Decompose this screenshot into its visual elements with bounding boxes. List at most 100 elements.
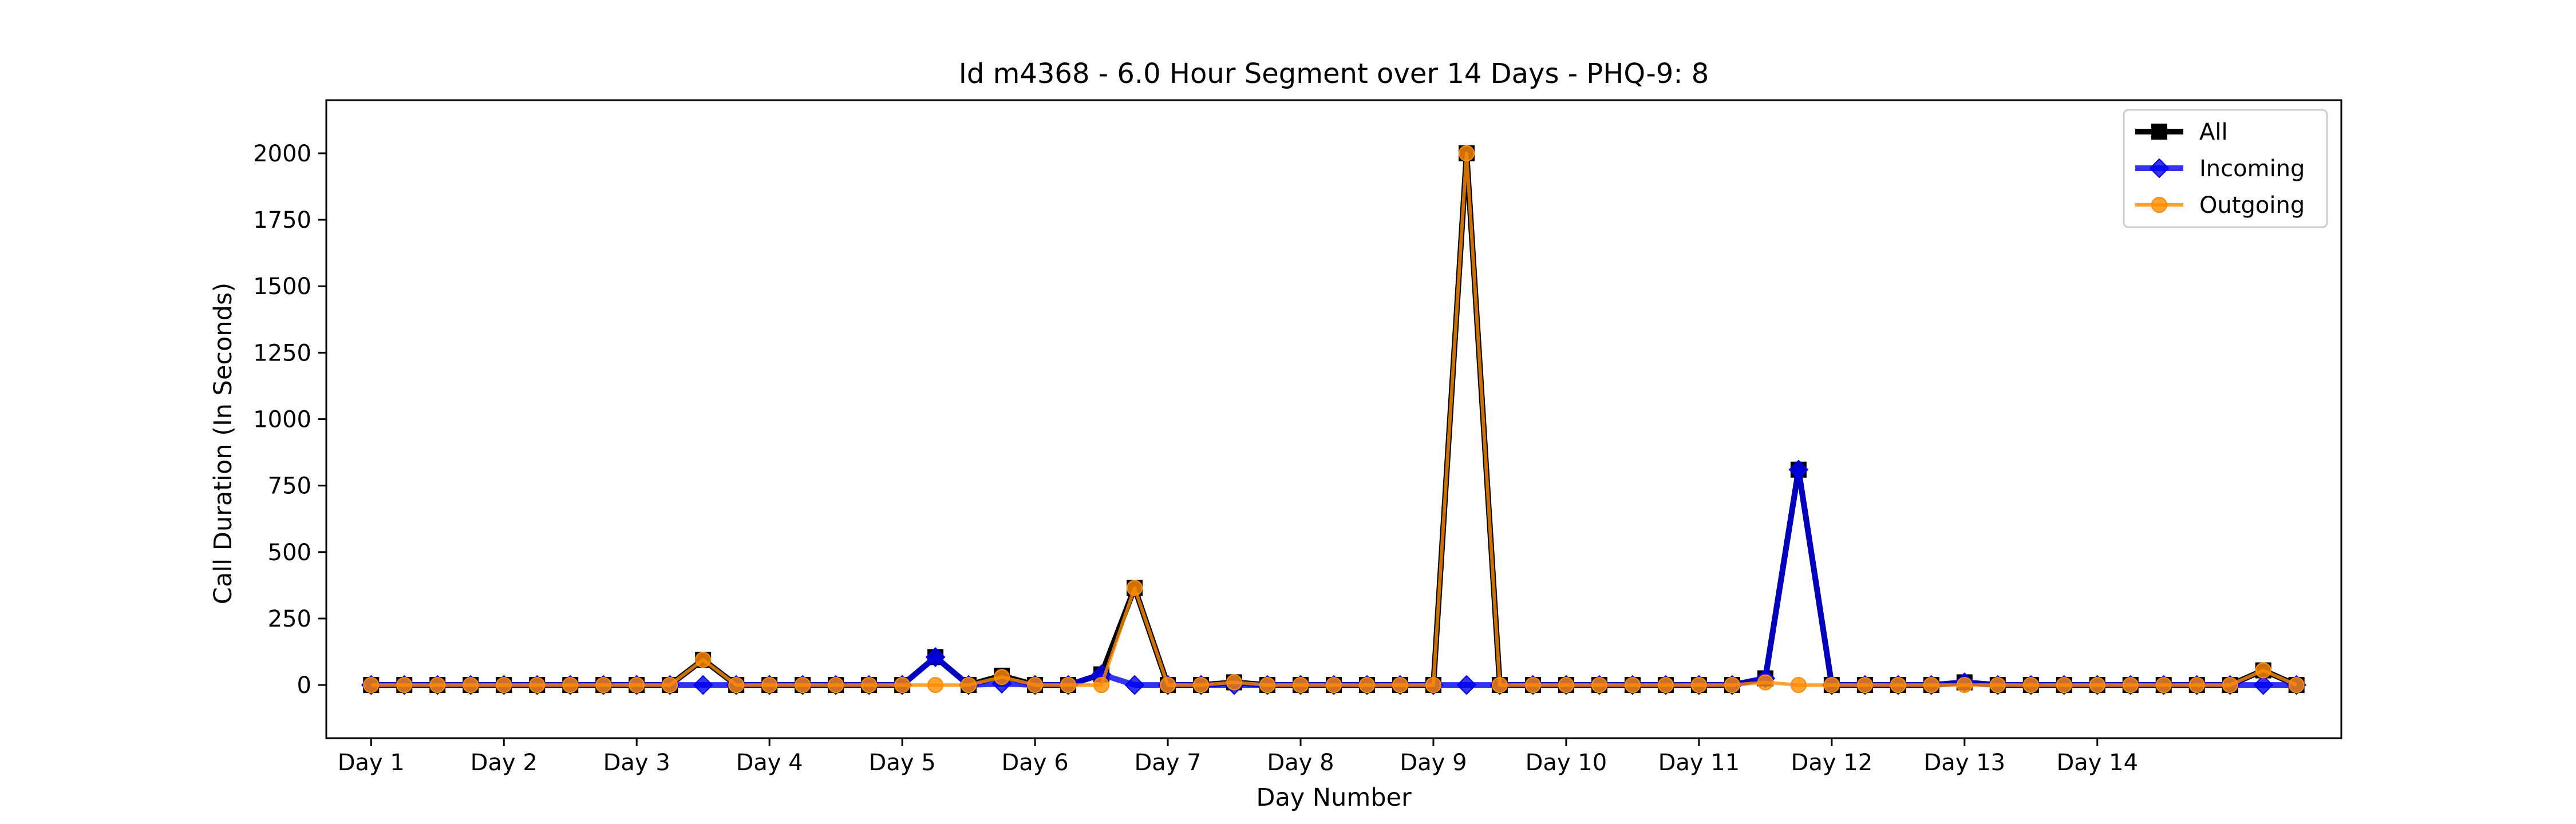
data-point-outgoing — [2056, 677, 2072, 694]
data-point-outgoing — [429, 677, 446, 694]
y-tick-label: 1750 — [253, 207, 311, 233]
data-point-outgoing — [1823, 677, 1840, 694]
plot-frame — [325, 99, 2342, 739]
data-point-outgoing — [1358, 677, 1375, 694]
data-point-outgoing — [1458, 145, 1475, 161]
data-point-outgoing — [2122, 677, 2139, 694]
data-point-outgoing — [2155, 677, 2172, 694]
data-point-outgoing — [1724, 677, 1740, 694]
data-point-outgoing — [994, 669, 1010, 686]
x-tick-label: Day 1 — [338, 750, 405, 776]
data-point-outgoing — [1956, 677, 1973, 694]
data-point-outgoing — [2022, 677, 2039, 694]
y-tick-label: 0 — [297, 672, 311, 699]
data-point-outgoing — [562, 677, 579, 694]
x-tick-label: Day 9 — [1400, 750, 1467, 776]
legend-item-outgoing[interactable]: Outgoing — [2135, 192, 2305, 219]
data-point-outgoing — [1757, 674, 1773, 691]
data-point-outgoing — [1790, 677, 1807, 694]
y-tick-label: 1000 — [253, 407, 311, 433]
data-point-outgoing — [1923, 677, 1939, 694]
data-point-outgoing — [927, 677, 944, 694]
data-point-outgoing — [1293, 677, 1309, 694]
data-point-outgoing — [695, 651, 712, 668]
y-axis-label: Call Duration (In Seconds) — [209, 283, 238, 604]
data-point-incoming — [1124, 675, 1145, 695]
data-point-outgoing — [1657, 677, 1674, 694]
data-point-outgoing — [2089, 677, 2105, 694]
x-tick-label: Day 11 — [1658, 750, 1740, 776]
data-point-outgoing — [795, 677, 811, 694]
data-point-outgoing — [595, 677, 612, 694]
data-point-outgoing — [1127, 580, 1143, 596]
legend-label-outgoing: Outgoing — [2199, 192, 2305, 219]
data-point-outgoing — [1856, 677, 1873, 694]
data-point-outgoing — [1027, 677, 1044, 694]
data-point-incoming — [1788, 459, 1809, 480]
series-incoming — [361, 459, 2307, 695]
legend-marker-incoming — [2149, 158, 2170, 179]
legend-item-all[interactable]: All — [2135, 119, 2228, 145]
data-point-incoming — [693, 675, 713, 695]
x-axis: Day 1 Day 2 Day 3 Day 4 Day 5 Day 6 Day 7 Day 8… — [338, 738, 2138, 776]
data-point-outgoing — [961, 677, 977, 694]
y-tick-label: 250 — [268, 606, 311, 632]
data-point-outgoing — [396, 677, 413, 694]
data-point-outgoing — [2288, 677, 2305, 694]
legend-marker-all — [2151, 124, 2167, 140]
series-outgoing — [363, 145, 2305, 694]
legend[interactable]: All Incoming Outgoing — [2123, 109, 2328, 228]
data-point-outgoing — [1591, 677, 1607, 694]
x-tick-label: Day 2 — [471, 750, 538, 776]
x-tick-label: Day 3 — [603, 750, 670, 776]
data-point-outgoing — [529, 677, 546, 694]
data-point-outgoing — [2222, 677, 2238, 694]
y-tick-label: 2000 — [253, 141, 311, 167]
data-point-outgoing — [1259, 677, 1276, 694]
data-point-outgoing — [1425, 677, 1441, 694]
y-tick-label: 500 — [268, 540, 311, 566]
y-tick-label: 1500 — [253, 274, 311, 300]
legend-label-incoming: Incoming — [2199, 156, 2305, 182]
data-point-outgoing — [629, 677, 645, 694]
x-tick-label: Day 6 — [1002, 750, 1069, 776]
chart-title: Id m4368 - 6.0 Hour Segment over 14 Days… — [959, 58, 1709, 90]
data-point-outgoing — [761, 677, 778, 694]
data-point-outgoing — [363, 677, 380, 694]
plot-area — [325, 99, 2342, 739]
data-point-outgoing — [1690, 677, 1707, 694]
x-tick-label: Day 14 — [2056, 750, 2138, 776]
series-all — [363, 145, 2305, 694]
data-point-incoming — [1456, 675, 1477, 695]
data-point-outgoing — [1392, 677, 1408, 694]
series-line-incoming — [371, 466, 2297, 688]
legend-box — [2123, 109, 2328, 228]
legend-item-incoming[interactable]: Incoming — [2135, 156, 2305, 182]
series-line-outgoing — [371, 151, 2297, 687]
data-point-outgoing — [1558, 677, 1574, 694]
data-point-outgoing — [828, 677, 844, 694]
data-point-outgoing — [894, 677, 911, 694]
data-point-outgoing — [1890, 677, 1906, 694]
data-point-outgoing — [1491, 677, 1508, 694]
x-tick-label: Day 8 — [1267, 750, 1334, 776]
data-point-outgoing — [1226, 674, 1243, 691]
data-point-outgoing — [1060, 677, 1077, 694]
data-point-outgoing — [1193, 677, 1210, 694]
data-point-incoming — [2253, 675, 2274, 695]
x-tick-label: Day 4 — [736, 750, 803, 776]
data-point-outgoing — [1326, 677, 1342, 694]
legend-label-all: All — [2199, 119, 2228, 145]
data-point-outgoing — [2188, 677, 2205, 694]
series-line-all — [371, 150, 2298, 688]
y-tick-label: 750 — [268, 473, 311, 500]
data-point-outgoing — [463, 677, 479, 694]
x-tick-label: Day 7 — [1134, 750, 1201, 776]
data-point-outgoing — [1989, 677, 2006, 694]
data-point-outgoing — [1524, 677, 1541, 694]
data-point-outgoing — [861, 677, 878, 694]
data-point-outgoing — [2255, 662, 2271, 679]
y-tick-label: 1250 — [253, 340, 311, 366]
x-tick-label: Day 10 — [1526, 750, 1607, 776]
